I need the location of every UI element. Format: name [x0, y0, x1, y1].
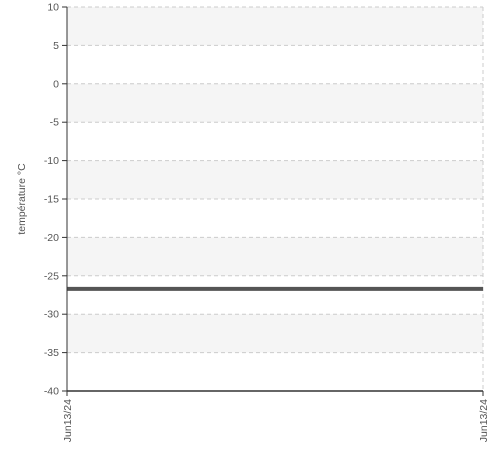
y-tick-label: -10	[44, 155, 59, 167]
y-tick-label: -30	[44, 309, 59, 321]
y-tick-label: 0	[53, 78, 59, 90]
y-tick-label: -40	[44, 386, 59, 398]
plot-band	[67, 161, 483, 199]
y-tick-label: -35	[44, 347, 59, 359]
y-axis-title: température °C	[16, 163, 28, 235]
plot-band	[67, 84, 483, 122]
x-tick-label: Jun13/24	[478, 399, 490, 442]
plot-band	[67, 237, 483, 275]
plot-band	[67, 7, 483, 45]
y-tick-label: -25	[44, 270, 59, 282]
y-tick-label: 10	[47, 2, 59, 14]
y-tick-label: -15	[44, 194, 59, 206]
y-axis-ticks: 10 5 0 -5 -10 -15 -20 -25 -30 -35 -40	[44, 2, 67, 398]
y-tick-label: -5	[50, 117, 59, 129]
x-tick-label: Jun13/24	[62, 399, 74, 442]
y-tick-label: -20	[44, 232, 59, 244]
y-tick-label: 5	[53, 40, 59, 52]
x-axis-ticks: Jun13/24 Jun13/24	[62, 391, 490, 442]
plot-bands	[67, 7, 483, 353]
plot-band	[67, 314, 483, 352]
